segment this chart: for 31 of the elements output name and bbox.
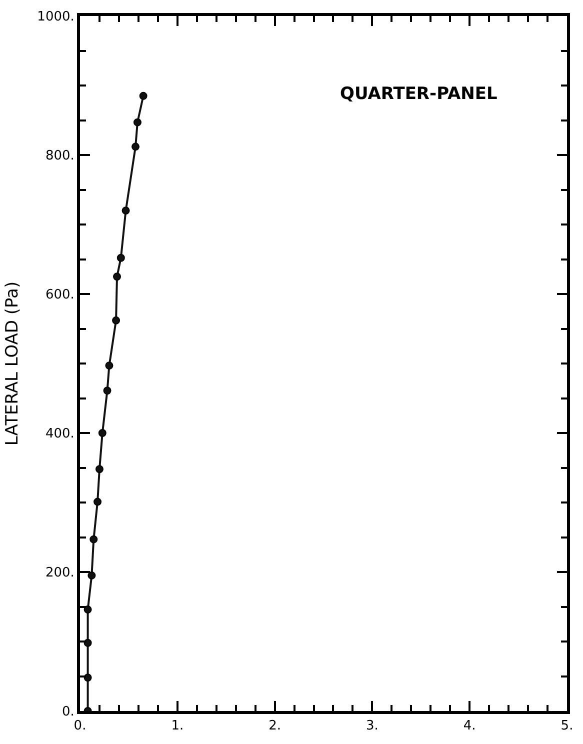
- point: [116, 254, 125, 262]
- point: [84, 674, 92, 682]
- x-tick-label: 3.: [366, 718, 378, 734]
- x-tick-label: 2.: [268, 718, 282, 734]
- x-tick-label: 4.: [463, 718, 476, 734]
- annotation: QUARTER-PANEL: [340, 84, 498, 104]
- y-tick-label: 1000.: [37, 10, 74, 25]
- point: [132, 142, 140, 151]
- x-tick-label: 5.: [560, 718, 574, 734]
- point: [112, 316, 120, 324]
- point: [105, 362, 114, 370]
- point: [98, 429, 106, 437]
- point: [84, 638, 92, 647]
- point: [95, 465, 104, 474]
- point: [88, 571, 96, 580]
- point: [133, 118, 142, 126]
- y-tick-label: 0.: [62, 704, 74, 720]
- point: [122, 206, 130, 215]
- y-tick-label: 200.: [45, 566, 74, 581]
- y-tick-label: 800.: [45, 148, 74, 164]
- y-tick-label: 400.: [45, 426, 74, 442]
- y-axis-title: LATERAL LOAD (Pa): [2, 281, 23, 446]
- point: [113, 272, 122, 281]
- point: [94, 498, 102, 506]
- point: [139, 92, 148, 100]
- y-tick-label: 600.: [45, 288, 74, 303]
- point: [84, 606, 92, 614]
- point: [103, 386, 112, 395]
- x-tick-label: 0.: [74, 718, 86, 734]
- point: [90, 535, 98, 544]
- x-tick-label: 1.: [171, 718, 184, 734]
